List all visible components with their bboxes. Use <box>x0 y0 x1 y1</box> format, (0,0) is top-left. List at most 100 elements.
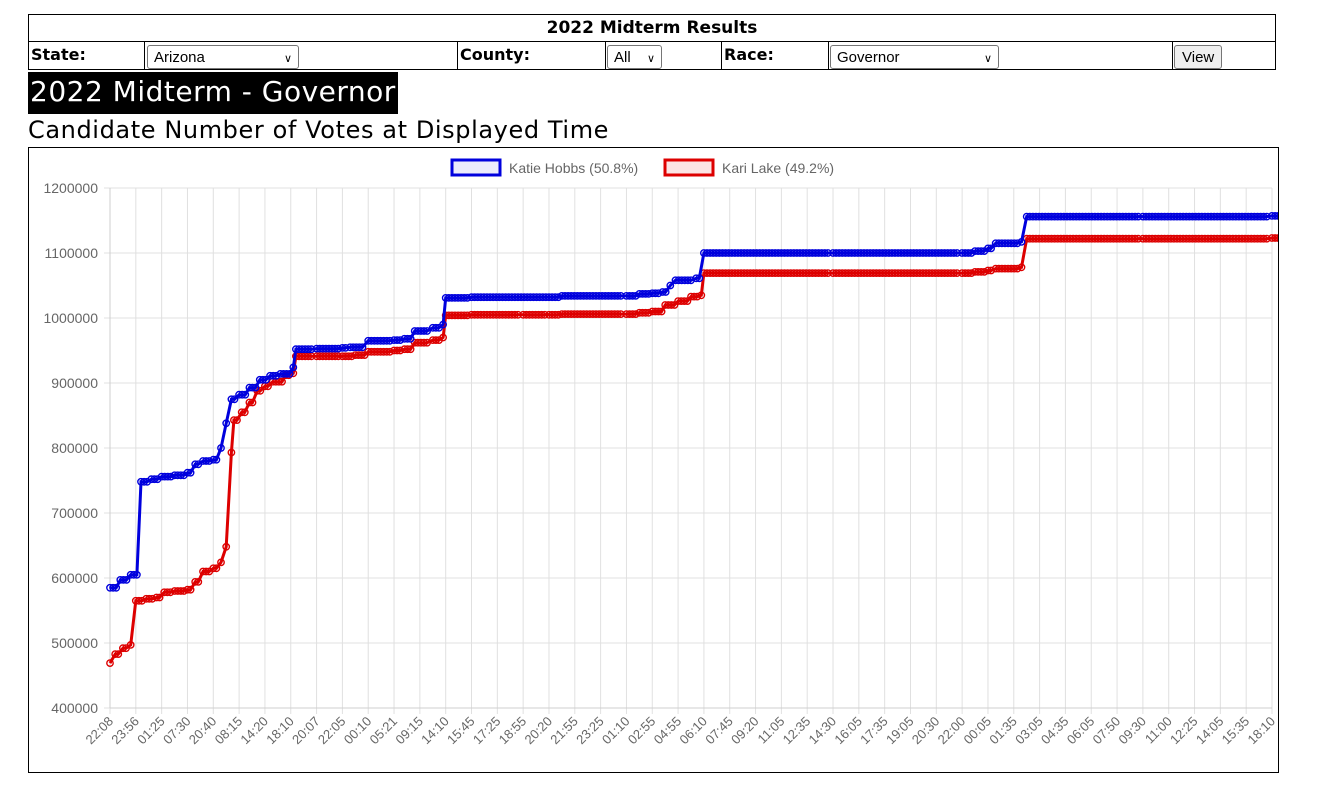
data-point <box>667 301 676 309</box>
x-tick-label: 09:30 <box>1115 714 1149 748</box>
data-point <box>680 297 689 306</box>
legend[interactable]: Katie Hobbs (50.8%) Kari Lake (49.2%) <box>450 158 834 177</box>
chart-frame: 400000 500000 600000 700000 800000 900000 1000… <box>28 147 1321 773</box>
x-tick-label: 14:20 <box>237 714 271 748</box>
data-point <box>385 347 394 356</box>
x-tick-label: 08:15 <box>212 714 246 748</box>
view-button[interactable]: View <box>1174 45 1223 69</box>
data-point <box>112 583 121 592</box>
data-point <box>186 585 195 594</box>
data-point <box>953 249 961 257</box>
data-point <box>135 596 143 605</box>
data-point <box>382 347 391 356</box>
x-tick-label: 06:05 <box>1064 714 1098 748</box>
data-point <box>238 390 247 399</box>
data-point <box>229 416 238 424</box>
y-tick-label: 600000 <box>51 570 98 586</box>
data-point <box>1131 212 1140 221</box>
filter-row: State: Arizona ∨ County: All ∨ Race: Gov… <box>29 42 1275 70</box>
data-point <box>540 310 549 319</box>
data-point <box>950 269 958 278</box>
data-point <box>331 352 340 361</box>
data-point <box>138 596 146 605</box>
data-point <box>334 352 343 361</box>
data-point <box>1262 234 1271 243</box>
x-tick-label: 07:30 <box>160 714 194 748</box>
data-point <box>285 369 294 378</box>
state-select-value: Arizona <box>154 49 205 66</box>
data-point <box>155 593 164 602</box>
county-label: County: <box>460 45 530 64</box>
chart-grid <box>104 187 1273 714</box>
data-point <box>191 460 200 469</box>
state-select-cell: Arizona ∨ <box>145 42 458 70</box>
county-select[interactable]: All ∨ <box>607 45 662 69</box>
data-point <box>278 377 286 386</box>
data-point <box>209 564 218 573</box>
data-point <box>661 288 670 296</box>
x-tick-label: 07:50 <box>1090 714 1124 748</box>
x-tick-label: 21:55 <box>547 714 581 748</box>
chevron-down-icon: ∨ <box>646 53 655 65</box>
data-point <box>272 371 281 380</box>
data-point <box>202 567 211 576</box>
data-point <box>129 570 138 579</box>
x-tick-label: 14:05 <box>1193 714 1227 748</box>
race-label-cell: Race: <box>722 42 829 70</box>
y-tick-label: 500000 <box>51 635 98 651</box>
data-point <box>334 344 343 353</box>
data-point <box>237 408 246 417</box>
data-point <box>666 281 675 290</box>
data-point <box>262 375 270 384</box>
data-point <box>119 575 128 584</box>
data-point <box>209 455 218 464</box>
data-point <box>820 269 829 278</box>
data-point <box>984 266 992 275</box>
x-tick-label: 14:30 <box>806 714 840 748</box>
data-point <box>684 276 692 285</box>
x-tick-label: 09:20 <box>728 714 762 748</box>
race-select[interactable]: Governor ∨ <box>830 45 999 69</box>
state-select[interactable]: Arizona ∨ <box>147 45 299 69</box>
data-point <box>613 291 622 300</box>
state-label-cell: State: <box>29 42 145 70</box>
data-point <box>122 575 131 584</box>
series-kari-lake <box>106 234 1321 667</box>
legend-item-kari-lake[interactable]: Kari Lake (49.2%) <box>663 158 834 177</box>
data-point <box>248 383 257 392</box>
x-tick-label: 06:10 <box>676 714 710 748</box>
x-tick-label: 17:35 <box>857 714 891 748</box>
x-tick-label: 15:45 <box>444 714 478 748</box>
x-tick-label: 04:55 <box>651 714 685 748</box>
data-point <box>307 345 316 354</box>
data-point <box>406 345 415 354</box>
x-tick-label: 09:15 <box>392 714 426 748</box>
x-tick-label: 07:45 <box>702 714 736 748</box>
data-point <box>217 558 225 567</box>
data-point <box>1131 234 1140 243</box>
data-point <box>245 398 254 407</box>
data-point <box>212 564 221 573</box>
data-point <box>176 471 185 480</box>
data-point <box>431 323 440 332</box>
data-point <box>1010 239 1019 248</box>
county-label-cell: County: <box>458 42 606 70</box>
data-point <box>183 468 192 477</box>
data-point <box>1134 234 1143 243</box>
data-point <box>613 310 622 319</box>
data-point <box>406 334 415 343</box>
data-point <box>693 292 702 301</box>
data-point <box>824 269 832 278</box>
y-tick-label: 900000 <box>51 375 98 391</box>
data-point <box>824 249 832 257</box>
data-point <box>1013 264 1022 273</box>
legend-item-katie-hobbs[interactable]: Katie Hobbs (50.8%) <box>450 158 638 177</box>
x-tick-label: 01:25 <box>134 714 168 748</box>
data-point <box>1134 212 1143 221</box>
data-point <box>420 338 428 347</box>
x-tick-label: 22:00 <box>935 714 969 748</box>
y-tick-label: 1000000 <box>43 310 98 326</box>
data-point <box>1017 238 1026 246</box>
x-tick-label: 01:35 <box>986 714 1020 748</box>
data-point <box>191 577 200 586</box>
